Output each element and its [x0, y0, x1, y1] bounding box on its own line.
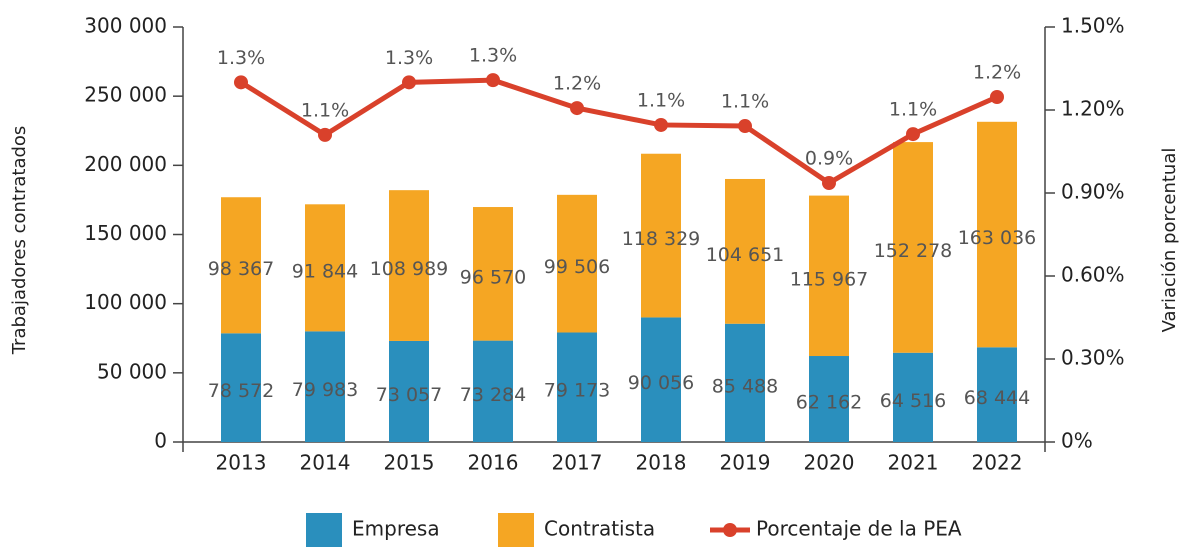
- legend-swatch: [498, 513, 534, 547]
- data-label: 79 983: [292, 379, 358, 401]
- data-label: 1.2%: [553, 73, 601, 95]
- x-tick-label: 2017: [552, 451, 603, 475]
- data-label: 104 651: [706, 244, 785, 266]
- y-tick-label: 150 000: [84, 221, 167, 245]
- data-label: 1.1%: [721, 91, 769, 113]
- bar-segment: [893, 142, 933, 353]
- data-label: 62 162: [796, 392, 862, 414]
- legend-label: Empresa: [352, 517, 440, 541]
- bar-segment: [305, 204, 345, 332]
- data-label: 1.1%: [637, 89, 685, 111]
- y2-tick-label: 1.50%: [1061, 14, 1125, 38]
- data-label: 108 989: [370, 258, 449, 280]
- bar-segment: [977, 347, 1017, 442]
- data-label: 68 444: [964, 387, 1030, 409]
- x-tick-label: 2021: [888, 451, 939, 475]
- data-label: 152 278: [874, 240, 953, 262]
- bar-segment: [221, 333, 261, 442]
- data-label: 85 488: [712, 375, 778, 397]
- bar-segment: [221, 197, 261, 334]
- y2-tick-label: 0.60%: [1061, 263, 1125, 287]
- y-tick-label: 300 000: [84, 14, 167, 38]
- x-tick-label: 2022: [972, 451, 1023, 475]
- y-tick-label: 200 000: [84, 152, 167, 176]
- x-tick-label: 2016: [468, 451, 519, 475]
- x-tick-label: 2019: [720, 451, 771, 475]
- line-point: [570, 101, 584, 116]
- bar-segment: [809, 356, 849, 442]
- y2-tick-label: 1.20%: [1061, 97, 1125, 121]
- data-label: 1.1%: [301, 99, 349, 121]
- data-label: 1.2%: [973, 61, 1021, 83]
- line-point: [906, 127, 920, 142]
- bar-segment: [725, 178, 765, 324]
- data-label: 99 506: [544, 256, 610, 278]
- line-point: [402, 75, 416, 90]
- y2-tick-label: 0.30%: [1061, 346, 1125, 370]
- bar-segment: [389, 190, 429, 341]
- bar-segment: [557, 332, 597, 442]
- y2-tick-label: 0%: [1061, 429, 1093, 453]
- y-tick-label: 50 000: [97, 359, 167, 383]
- bar-segment: [725, 323, 765, 442]
- data-label: 115 967: [790, 268, 869, 290]
- data-label: 78 572: [208, 380, 274, 402]
- y-tick-label: 100 000: [84, 290, 167, 314]
- legend-label: Contratista: [544, 517, 655, 541]
- y2-axis-title: Variación porcentual: [1159, 148, 1180, 333]
- line: [239, 77, 999, 186]
- x-tick-label: 2015: [384, 451, 435, 475]
- line-point: [234, 75, 248, 90]
- bar-segment: [473, 207, 513, 341]
- data-label: 1.3%: [469, 45, 517, 67]
- y-tick-label: 250 000: [84, 83, 167, 107]
- bar-segment: [305, 331, 345, 442]
- bar-segment: [641, 153, 681, 318]
- bar-segment: [809, 195, 849, 357]
- data-label: 163 036: [958, 227, 1037, 249]
- data-label: 0.9%: [805, 148, 853, 170]
- line-point: [486, 73, 500, 88]
- y2-tick-label: 0.90%: [1061, 180, 1125, 204]
- x-tick-label: 2018: [636, 451, 687, 475]
- data-label: 90 056: [628, 372, 694, 394]
- y-axis-title: Trabajadores contratados: [9, 126, 30, 356]
- line-point: [654, 117, 668, 132]
- bar-segment: [389, 340, 429, 442]
- data-label: 98 367: [208, 258, 274, 280]
- data-label: 64 516: [880, 390, 946, 412]
- line-point: [822, 176, 836, 191]
- x-tick-label: 2020: [804, 451, 855, 475]
- line-point: [990, 89, 1004, 104]
- legend-label: Porcentaje de la PEA: [756, 517, 962, 541]
- data-label: 1.3%: [385, 47, 433, 69]
- x-tick-label: 2013: [216, 451, 267, 475]
- bar-segment: [557, 194, 597, 333]
- data-label: 96 570: [460, 266, 526, 288]
- data-label: 79 173: [544, 380, 610, 402]
- data-label: 118 329: [622, 228, 701, 250]
- line-point: [318, 127, 332, 142]
- bar-segment: [641, 317, 681, 442]
- legend-swatch: [306, 513, 342, 547]
- data-label: 73 284: [460, 384, 526, 406]
- x-tick-label: 2014: [300, 451, 351, 475]
- legend-swatch: [723, 523, 737, 537]
- bar-segment: [473, 340, 513, 442]
- bar-segment: [893, 352, 933, 442]
- data-label: 1.1%: [889, 99, 937, 121]
- data-label: 73 057: [376, 384, 442, 406]
- y-tick-label: 0: [154, 429, 167, 453]
- data-label: 1.3%: [217, 47, 265, 69]
- data-label: 91 844: [292, 260, 358, 282]
- bar-segment: [977, 121, 1017, 348]
- line-point: [738, 119, 752, 134]
